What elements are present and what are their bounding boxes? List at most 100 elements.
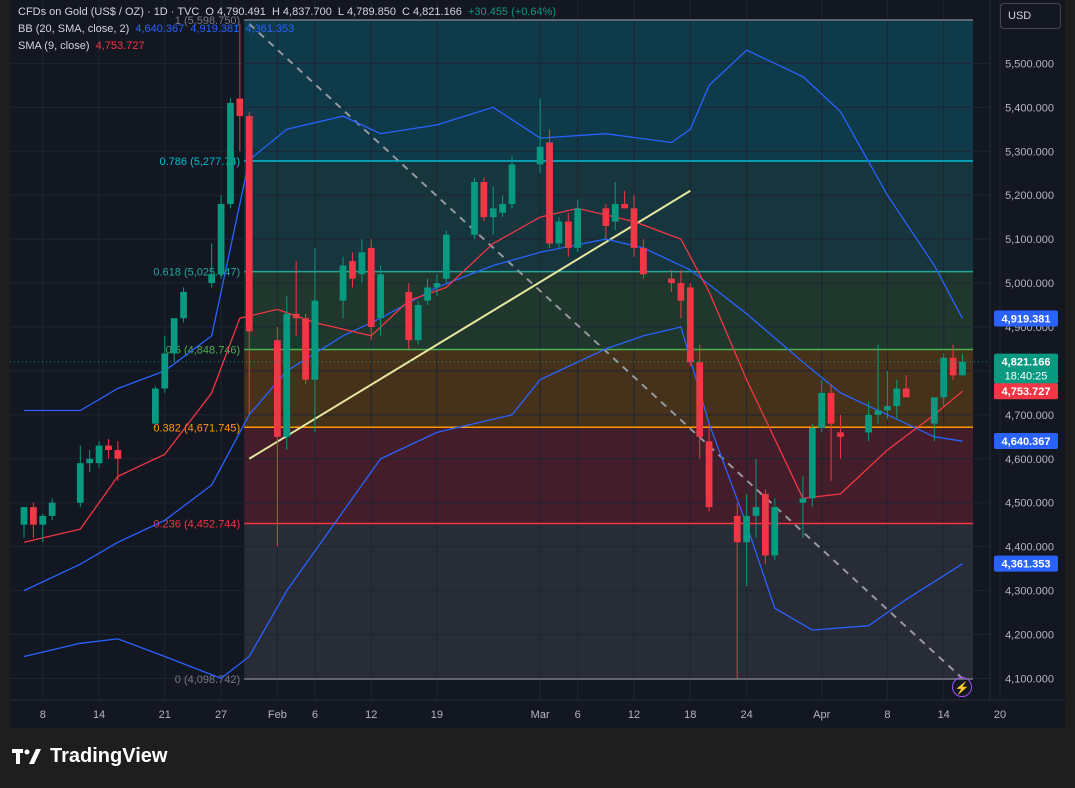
candle-body	[808, 428, 816, 499]
legend-bb-row: BB (20, SMA, close, 2) 4,640.367 4,919.3…	[18, 23, 297, 35]
candle-body	[752, 507, 760, 516]
candle-body	[959, 361, 966, 376]
price-tick-label: 4,500.000	[1005, 498, 1054, 510]
brand-name: TradingView	[50, 745, 168, 767]
axis-price-tag	[994, 555, 1058, 572]
price-tick-label: 4,200.000	[1005, 630, 1054, 642]
candle-body	[414, 305, 422, 341]
price-tick-label: 4,100.000	[1005, 673, 1054, 685]
candle-body	[48, 502, 56, 516]
legend-close-value: 4,821.166	[412, 6, 462, 18]
candle-body	[630, 208, 638, 248]
legend-sma-label[interactable]: SMA (9, close)	[18, 40, 90, 52]
tradingview-logo[interactable]: TradingView	[12, 745, 167, 768]
axis-price-tag	[994, 310, 1058, 327]
candle-body	[902, 388, 910, 398]
chart-frame[interactable]: 1 (5,598.750) 0.786 (5,277.74) 0.618 (5,02…	[10, 0, 1065, 728]
candle-body	[621, 203, 628, 209]
price-tick-label: 5,300.000	[1005, 146, 1054, 158]
candle-body	[20, 507, 28, 525]
candle-body	[508, 164, 516, 204]
candle-body	[471, 182, 478, 235]
candle-body	[339, 265, 347, 301]
price-tick-label: 4,400.000	[1005, 542, 1054, 554]
candle-body	[152, 388, 159, 424]
fib-level-label: 0.618 (5,025.947)	[153, 267, 240, 279]
legend-bb-basis: 4,640.367	[135, 23, 185, 35]
candle-body	[865, 414, 872, 433]
candle-body	[489, 208, 497, 218]
legend-close-label: C	[402, 6, 410, 18]
candle-body	[114, 449, 122, 459]
price-tick-label: 5,200.000	[1005, 190, 1054, 202]
candle-body	[349, 261, 356, 279]
currency-button[interactable]: USD	[1000, 3, 1061, 29]
candle-body	[170, 318, 178, 354]
candle-body	[358, 252, 366, 275]
candle-body	[818, 392, 826, 429]
candle-body	[86, 458, 94, 464]
candle-body	[236, 98, 244, 117]
time-tick-label: Mar	[531, 709, 550, 721]
candle-body	[668, 278, 675, 284]
price-tick-label: 5,100.000	[1005, 234, 1054, 246]
candle-body	[499, 203, 506, 213]
candle-body	[161, 353, 169, 389]
fib-level-label: 0 (4,098.742)	[175, 674, 240, 686]
time-tick-label: 6	[575, 709, 581, 721]
candle-body	[377, 274, 384, 319]
time-tick-label: 8	[884, 709, 890, 721]
legend-sma-row: SMA (9, close) 4,753.727	[18, 40, 148, 52]
legend-high-value: 4,837.700	[282, 6, 332, 18]
axis-price-tag-label: 4,753.727	[1002, 386, 1051, 398]
candle-body	[874, 410, 882, 415]
axis-price-tag-label: 4,919.381	[1002, 313, 1051, 325]
legend-open-value: 4,790.491	[216, 6, 266, 18]
fib-level-label: 0.382 (4,671.745)	[153, 422, 240, 434]
legend-sma-value: 4,753.727	[95, 40, 145, 52]
trendline	[248, 189, 691, 460]
candle-body	[743, 515, 750, 543]
candle-body	[405, 291, 413, 341]
price-tick-label: 4,700.000	[1005, 410, 1054, 422]
candle-body	[640, 247, 647, 275]
candle-body	[536, 146, 544, 165]
legend-bb-label[interactable]: BB (20, SMA, close, 2)	[18, 23, 130, 35]
candle-body	[940, 357, 948, 398]
legend-open-label: O	[205, 6, 214, 18]
candle-body	[245, 116, 253, 332]
candle-body	[302, 318, 309, 380]
candle-body	[39, 515, 47, 525]
legend-symbol-row: CFDs on Gold (US$ / OZ) · 1D · TVC O 4,79…	[18, 6, 559, 18]
time-tick-label: 14	[938, 709, 950, 721]
candle-body	[105, 445, 112, 450]
candle-body	[424, 287, 431, 301]
fib-zone	[244, 271, 973, 350]
price-chart[interactable]: 1 (5,598.750) 0.786 (5,277.74) 0.618 (5,02…	[10, 0, 1065, 728]
candle-body	[217, 203, 225, 275]
candle-body	[762, 493, 769, 556]
time-tick-label: 21	[159, 709, 171, 721]
axis-price-tag	[994, 353, 1058, 384]
candle-body	[799, 498, 807, 503]
time-tick-label: 20	[994, 709, 1006, 721]
candle-body	[480, 182, 488, 218]
candle-body	[574, 208, 582, 248]
lightning-icon[interactable]: ⚡	[952, 677, 972, 697]
price-tick-label: 4,300.000	[1005, 586, 1054, 598]
tradingview-logo-icon	[12, 748, 41, 764]
candle-body	[677, 283, 685, 301]
candle-body	[602, 208, 610, 226]
time-tick-label: 8	[40, 709, 46, 721]
axis-price-tag-label: 4,821.166	[1002, 357, 1051, 369]
time-tick-label: 12	[628, 709, 640, 721]
bb-upper-line	[24, 49, 964, 412]
candle-body	[367, 247, 375, 327]
legend-symbol[interactable]: CFDs on Gold (US$ / OZ) · 1D · TVC	[18, 6, 200, 18]
candle-body	[283, 313, 291, 437]
candle-body	[208, 274, 216, 284]
time-tick-label: 14	[93, 709, 105, 721]
candle-body	[564, 221, 572, 248]
time-tick-label: 19	[431, 709, 443, 721]
candle-body	[180, 291, 187, 319]
